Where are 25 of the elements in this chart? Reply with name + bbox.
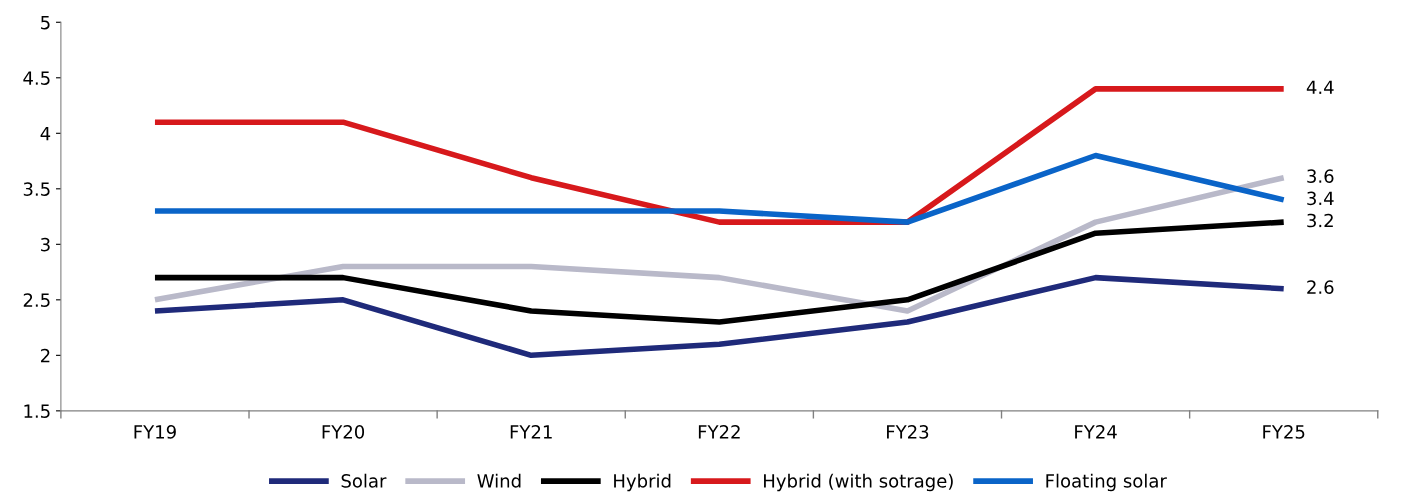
- x-tick-label: FY23: [887, 425, 929, 439]
- legend-label: Hybrid (with sotrage): [764, 473, 953, 492]
- y-tick-label: 2.5: [23, 293, 50, 307]
- y-tick-label: 4: [40, 126, 51, 141]
- x-tick-label: FY20: [322, 425, 365, 439]
- legend-label: Solar: [341, 473, 387, 488]
- y-tick-label: 3.5: [23, 182, 50, 196]
- legend-label: Hybrid: [614, 473, 671, 492]
- x-tick-label: FY22: [698, 425, 740, 439]
- y-tick-label: 3: [41, 237, 50, 252]
- legend-label: Floating solar: [1046, 473, 1167, 492]
- x-tick-label: FY24: [1075, 425, 1117, 439]
- y-tick-label: 4.5: [23, 71, 50, 85]
- x-tick-label: FY25: [1263, 425, 1305, 439]
- data-label: 3.6: [1307, 169, 1334, 183]
- y-tick-label: 1.5: [24, 404, 50, 418]
- x-tick-label: FY21: [510, 425, 552, 439]
- data-label: 3.4: [1307, 191, 1334, 206]
- legend-label: Wind: [477, 473, 521, 488]
- data-label: 3.2: [1307, 213, 1333, 228]
- data-label: 4.4: [1306, 80, 1334, 94]
- x-tick-label: FY19: [134, 425, 176, 439]
- data-label: 2.6: [1307, 280, 1334, 294]
- y-tick-label: 5: [41, 15, 50, 30]
- y-tick-label: 2: [41, 348, 50, 363]
